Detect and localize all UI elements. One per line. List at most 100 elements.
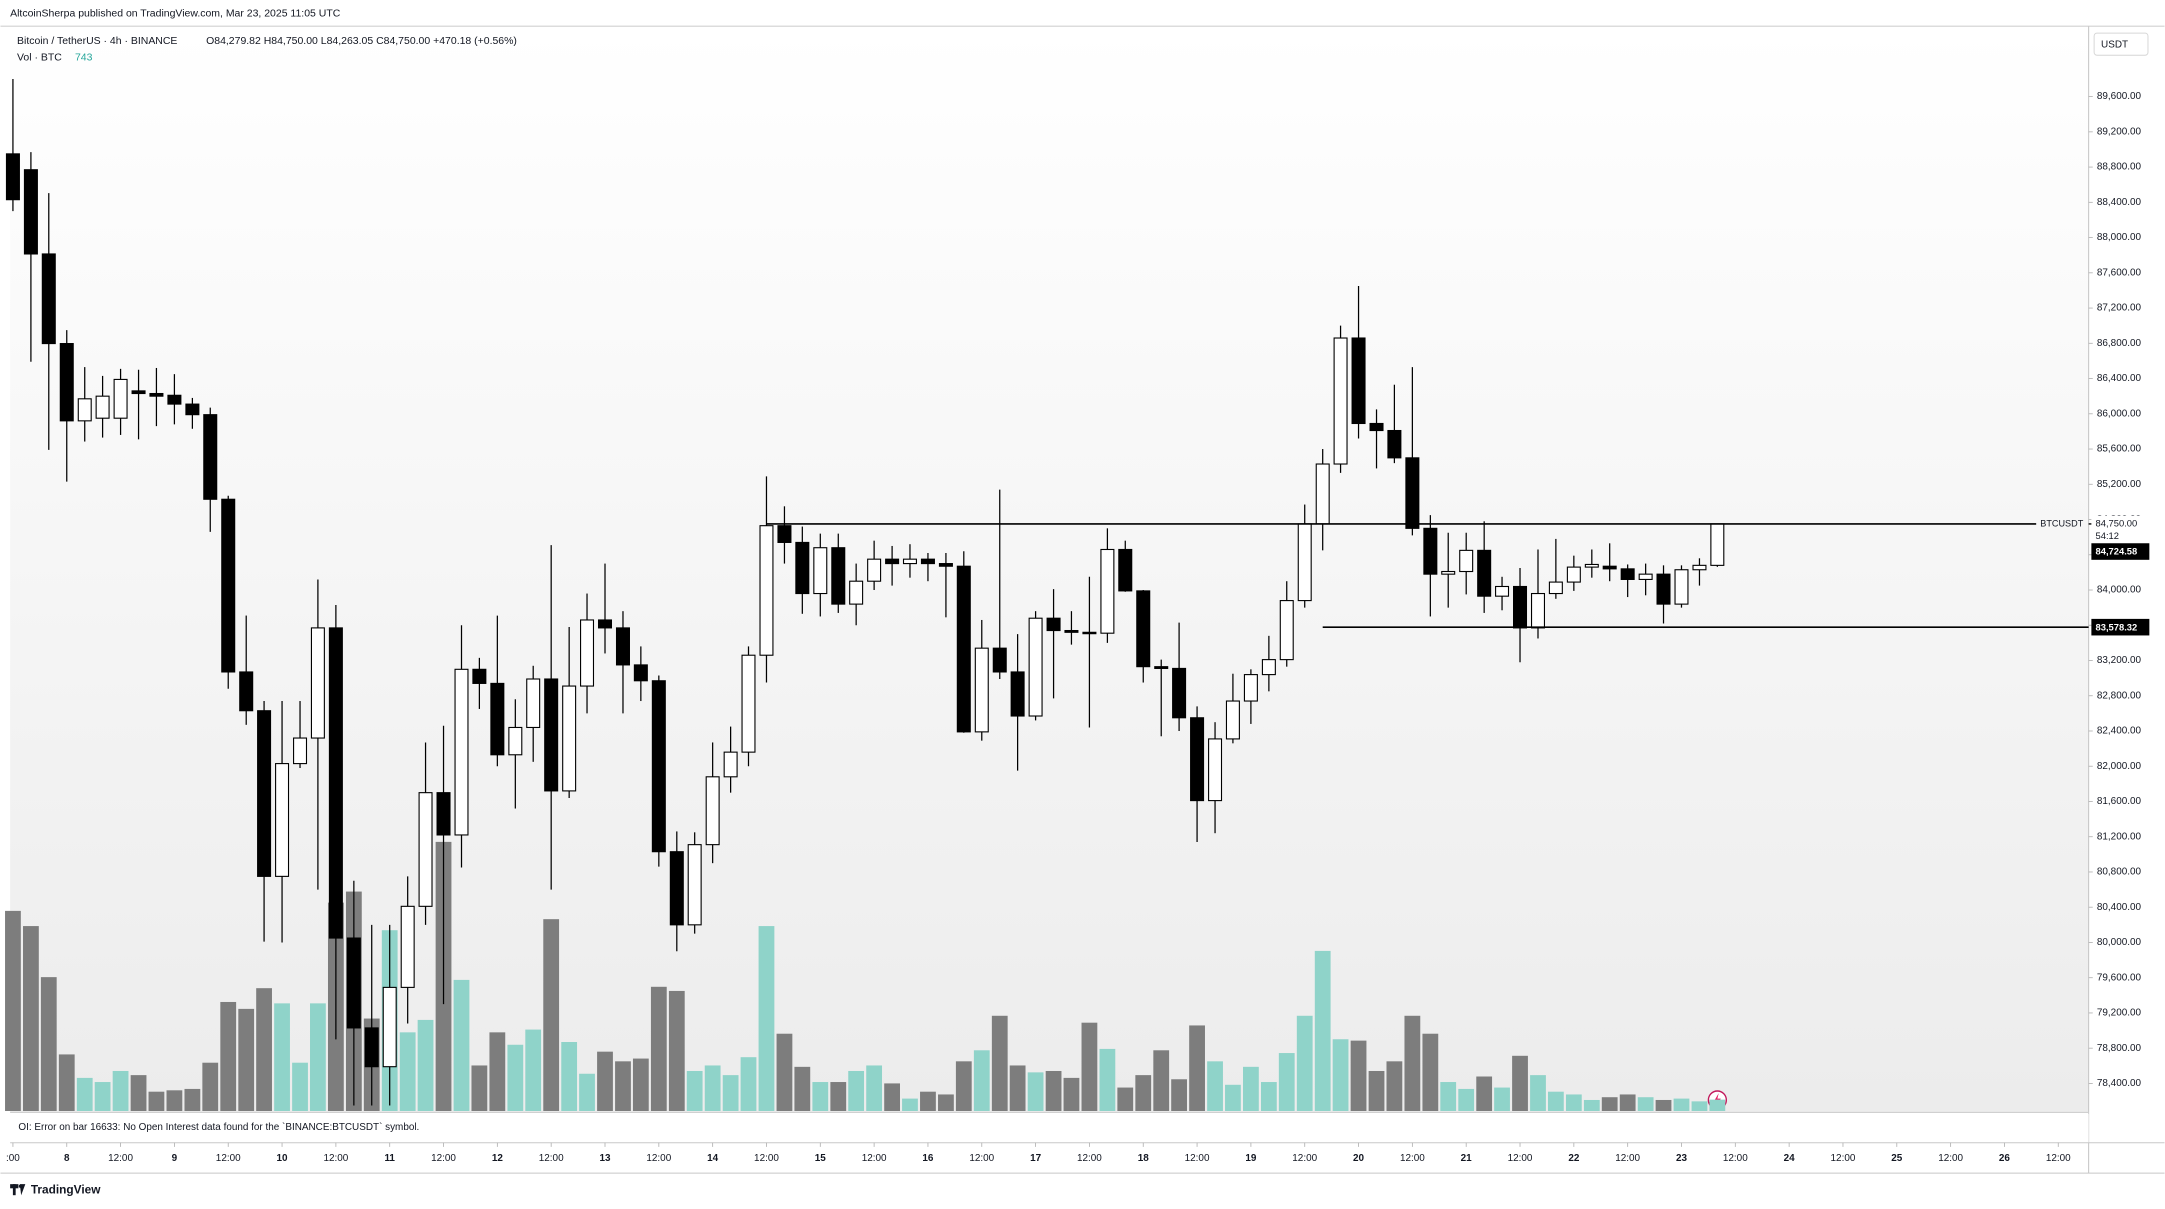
volume-bar xyxy=(76,1077,93,1112)
x-tick-label: 12:00 xyxy=(862,1153,887,1164)
volume-bar xyxy=(184,1088,201,1112)
symbol-title: Bitcoin / TetherUS · 4h · BINANCE xyxy=(17,36,177,47)
volume-bar xyxy=(686,1070,703,1112)
candle-body xyxy=(5,153,20,201)
volume-bar xyxy=(938,1094,954,1112)
volume-bar xyxy=(632,1058,649,1112)
candle-body xyxy=(562,685,577,792)
volume-bar xyxy=(1422,1033,1439,1112)
oi-pane xyxy=(10,1113,2089,1143)
x-tick-label: 12:00 xyxy=(754,1153,779,1164)
y-tick-label: 78,400.00 xyxy=(2097,1078,2142,1089)
volume-bar xyxy=(668,990,685,1112)
last-price-label: 84,750.00 xyxy=(2096,518,2138,528)
candle-body xyxy=(293,737,308,765)
candle-body xyxy=(1118,548,1133,592)
candle-body xyxy=(454,668,469,836)
candle-body xyxy=(1046,617,1061,632)
volume-bar xyxy=(1494,1087,1510,1112)
currency-box[interactable] xyxy=(2093,32,2149,56)
ohlc-legend: O84,279.82 H84,750.00 L84,263.05 C84,750… xyxy=(206,36,517,47)
candle-body xyxy=(59,343,74,422)
x-tick-label: 24 xyxy=(1784,1153,1796,1164)
volume-bar xyxy=(830,1082,847,1112)
y-tick-label: 89,600.00 xyxy=(2097,91,2142,102)
volume-bar xyxy=(130,1075,147,1112)
candle-body xyxy=(651,680,666,853)
candle-body xyxy=(1208,738,1223,802)
candle-body xyxy=(1602,565,1617,570)
y-tick-label: 85,600.00 xyxy=(2097,444,2142,455)
y-tick-label: 79,600.00 xyxy=(2097,972,2142,983)
volume-bar xyxy=(40,977,57,1112)
volume-bar xyxy=(1207,1061,1223,1112)
candle-body xyxy=(1459,549,1474,573)
candle-body xyxy=(310,627,325,739)
x-tick-label: 12:00 xyxy=(216,1153,241,1164)
y-tick-label: 78,800.00 xyxy=(2097,1043,2142,1054)
volume-bar xyxy=(148,1091,165,1112)
candle-body xyxy=(1369,422,1384,432)
volume-bar xyxy=(525,1029,542,1112)
volume-bar xyxy=(991,1015,1008,1112)
candle-body xyxy=(795,541,810,595)
candle-body xyxy=(185,403,200,416)
volume-bar xyxy=(166,1090,183,1112)
y-tick-label: 85,200.00 xyxy=(2097,479,2142,490)
volume-bar xyxy=(1512,1055,1528,1112)
volume-bar xyxy=(23,926,39,1112)
volume-bar xyxy=(1296,1015,1313,1112)
volume-bar xyxy=(1386,1061,1403,1112)
candle-body xyxy=(831,547,846,605)
volume-bar xyxy=(112,1070,129,1112)
candle-body xyxy=(400,905,415,988)
x-tick-label: 21 xyxy=(1461,1153,1473,1164)
volume-bars xyxy=(5,841,1726,1112)
candle-body xyxy=(1477,549,1492,597)
volume-bar xyxy=(507,1044,524,1112)
candle-body xyxy=(472,668,487,684)
volume-bar xyxy=(597,1051,613,1112)
candle-body xyxy=(1548,581,1563,595)
candle-body xyxy=(1656,573,1671,605)
candle-body xyxy=(1584,563,1599,568)
volume-bar xyxy=(202,1062,219,1112)
candle-body xyxy=(1082,631,1097,635)
volume-bar xyxy=(5,910,21,1112)
volume-title: Vol · BTC xyxy=(17,53,62,64)
candle-body xyxy=(490,682,505,756)
publisher: AltcoinSherpa published on TradingView.c… xyxy=(10,9,341,20)
volume-bar xyxy=(1314,950,1331,1112)
volume-bar xyxy=(1081,1022,1098,1112)
volume-bar xyxy=(758,926,775,1112)
candle-body xyxy=(1261,659,1276,676)
y-tick-label: 89,200.00 xyxy=(2097,126,2142,137)
candle-body xyxy=(615,627,630,666)
volume-value: 743 xyxy=(75,53,93,64)
y-tick-label: 80,400.00 xyxy=(2097,902,2142,913)
candle-body xyxy=(1172,667,1187,719)
volume-bar xyxy=(1117,1087,1134,1112)
volume-bar xyxy=(256,988,272,1112)
y-tick-label: 84,000.00 xyxy=(2097,585,2142,596)
volume-bar xyxy=(1171,1079,1187,1112)
candle-body xyxy=(1710,523,1725,566)
candle-body xyxy=(23,169,38,255)
volume-bar xyxy=(650,986,667,1112)
volume-bar xyxy=(471,1065,488,1112)
candle-body xyxy=(1028,617,1043,717)
candle-body xyxy=(705,776,720,846)
volume-bar xyxy=(955,1061,972,1112)
oi-error: OI: Error on bar 16633: No Open Interest… xyxy=(18,1122,419,1133)
x-tick-label: 23 xyxy=(1676,1153,1688,1164)
candle-body xyxy=(508,726,523,756)
volume-bar xyxy=(1368,1070,1385,1112)
volume-bar xyxy=(94,1082,111,1112)
volume-bar xyxy=(579,1073,595,1112)
candle-body xyxy=(813,547,828,595)
volume-bar xyxy=(1673,1098,1690,1112)
volume-bar xyxy=(1655,1099,1672,1112)
x-tick-label: 22 xyxy=(1568,1153,1580,1164)
volume-bar xyxy=(561,1042,578,1112)
